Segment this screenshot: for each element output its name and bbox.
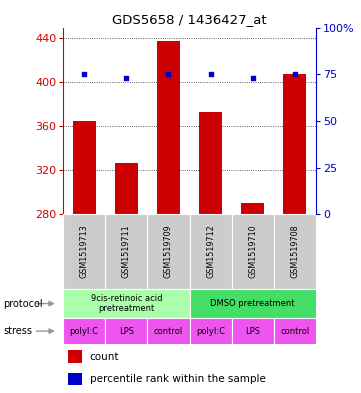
Bar bbox=[274, 318, 316, 344]
Bar bbox=[190, 318, 232, 344]
Text: LPS: LPS bbox=[119, 327, 134, 336]
Bar bbox=[105, 318, 147, 344]
Point bbox=[292, 71, 298, 77]
Bar bbox=[68, 350, 82, 363]
Bar bbox=[232, 214, 274, 289]
Text: GSM1519713: GSM1519713 bbox=[80, 225, 89, 278]
Bar bbox=[73, 121, 96, 214]
Text: polyI:C: polyI:C bbox=[196, 327, 225, 336]
Point bbox=[166, 71, 171, 77]
Text: percentile rank within the sample: percentile rank within the sample bbox=[90, 374, 266, 384]
Text: GSM1519709: GSM1519709 bbox=[164, 225, 173, 278]
Text: GSM1519710: GSM1519710 bbox=[248, 225, 257, 278]
Text: polyI:C: polyI:C bbox=[70, 327, 99, 336]
Text: 9cis-retinoic acid
pretreatment: 9cis-retinoic acid pretreatment bbox=[91, 294, 162, 313]
Point bbox=[250, 75, 256, 81]
Bar bbox=[105, 214, 147, 289]
Bar bbox=[232, 318, 274, 344]
Bar bbox=[63, 214, 105, 289]
Text: LPS: LPS bbox=[245, 327, 260, 336]
Bar bbox=[63, 289, 190, 318]
Text: count: count bbox=[90, 351, 119, 362]
Bar bbox=[115, 163, 138, 214]
Text: GSM1519712: GSM1519712 bbox=[206, 225, 215, 278]
Text: DMSO pretreatment: DMSO pretreatment bbox=[210, 299, 295, 308]
Bar bbox=[274, 214, 316, 289]
Bar bbox=[241, 203, 264, 214]
Bar bbox=[147, 214, 190, 289]
Title: GDS5658 / 1436427_at: GDS5658 / 1436427_at bbox=[112, 13, 267, 26]
Point bbox=[123, 75, 129, 81]
Bar bbox=[68, 373, 82, 386]
Bar bbox=[190, 289, 316, 318]
Text: control: control bbox=[154, 327, 183, 336]
Bar bbox=[283, 73, 306, 214]
Bar bbox=[157, 41, 180, 214]
Point bbox=[208, 71, 213, 77]
Text: GSM1519708: GSM1519708 bbox=[290, 225, 299, 278]
Bar bbox=[199, 112, 222, 214]
Text: control: control bbox=[280, 327, 309, 336]
Bar bbox=[190, 214, 232, 289]
Text: stress: stress bbox=[4, 326, 32, 336]
Text: protocol: protocol bbox=[4, 299, 43, 309]
Bar bbox=[147, 318, 190, 344]
Bar bbox=[63, 318, 105, 344]
Text: GSM1519711: GSM1519711 bbox=[122, 225, 131, 278]
Point bbox=[81, 71, 87, 77]
